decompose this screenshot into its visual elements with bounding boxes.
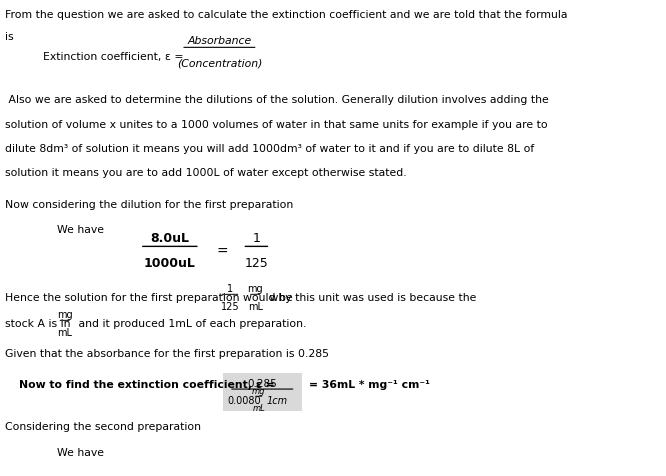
- Text: Also we are asked to determine the dilutions of the solution. Generally dilution: Also we are asked to determine the dilut…: [5, 95, 549, 105]
- Text: 1: 1: [252, 232, 260, 245]
- Text: mL: mL: [57, 327, 72, 337]
- Text: mg: mg: [57, 309, 73, 319]
- Text: and it produced 1mL of each preparation.: and it produced 1mL of each preparation.: [75, 318, 306, 328]
- Text: 8.0uL: 8.0uL: [151, 232, 189, 245]
- Text: why this unit was used is because the: why this unit was used is because the: [266, 292, 476, 302]
- Text: 0.285: 0.285: [247, 378, 277, 388]
- Text: =: =: [216, 244, 228, 258]
- Text: We have: We have: [57, 447, 104, 457]
- Text: solution of volume x unites to a 1000 volumes of water in that same units for ex: solution of volume x unites to a 1000 vo…: [5, 119, 548, 129]
- Text: 125: 125: [244, 257, 268, 270]
- Text: mL: mL: [252, 403, 265, 412]
- Text: 1: 1: [227, 283, 233, 293]
- Text: = 36mL * mg⁻¹ cm⁻¹: = 36mL * mg⁻¹ cm⁻¹: [308, 379, 430, 389]
- Text: Now considering the dilution for the first preparation: Now considering the dilution for the fir…: [5, 199, 294, 209]
- Text: We have: We have: [57, 224, 104, 234]
- Text: Now to find the extinction coefficient, ε =: Now to find the extinction coefficient, …: [19, 379, 278, 389]
- Text: Extinction coefficient, ε =: Extinction coefficient, ε =: [43, 52, 187, 62]
- Text: 1cm: 1cm: [266, 395, 288, 405]
- Text: 0.0080: 0.0080: [227, 395, 261, 405]
- Text: (Concentration): (Concentration): [176, 58, 262, 68]
- Text: is: is: [5, 32, 14, 42]
- Text: dilute 8dm³ of solution it means you will add 1000dm³ of water to it and if you : dilute 8dm³ of solution it means you wil…: [5, 144, 535, 154]
- Text: solution it means you are to add 1000L of water except otherwise stated.: solution it means you are to add 1000L o…: [5, 168, 407, 178]
- Text: From the question we are asked to calculate the extinction coefficient and we ar: From the question we are asked to calcul…: [5, 10, 568, 20]
- Text: Considering the second preparation: Considering the second preparation: [5, 422, 201, 432]
- Text: mg: mg: [247, 283, 263, 293]
- Text: Absorbance: Absorbance: [187, 36, 252, 46]
- Text: 1000uL: 1000uL: [144, 257, 196, 270]
- Text: mg: mg: [252, 387, 265, 396]
- FancyBboxPatch shape: [222, 373, 302, 411]
- Text: Hence the solution for the first preparation would be: Hence the solution for the first prepara…: [5, 292, 296, 302]
- Text: 125: 125: [220, 301, 239, 311]
- Text: stock A is in: stock A is in: [5, 318, 75, 328]
- Text: Given that the absorbance for the first preparation is 0.285: Given that the absorbance for the first …: [5, 348, 329, 358]
- Text: mL: mL: [248, 301, 262, 311]
